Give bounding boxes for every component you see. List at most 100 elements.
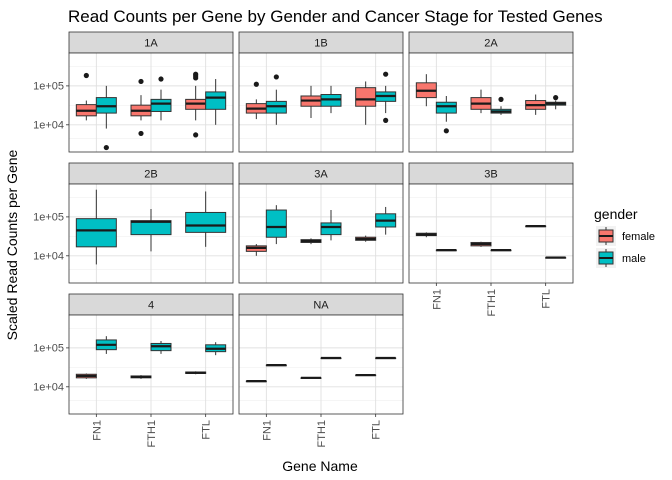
facet-panel-4: 4 1e+04 1e+05 FN1 FTH1 FTL bbox=[33, 293, 234, 448]
box-1b-ftl-male bbox=[375, 71, 397, 123]
box-1a-ftl-male bbox=[205, 79, 227, 125]
box-na-fn1-female bbox=[245, 380, 267, 383]
iqr-box bbox=[205, 91, 227, 110]
x-tick-label: FN1 bbox=[91, 420, 103, 441]
facet-panel-2b: 2B 1e+04 1e+05 bbox=[33, 162, 234, 284]
outlier-point bbox=[553, 95, 559, 101]
box-2b-fth1-male bbox=[130, 208, 172, 252]
y-axis-title: Scaled Read Counts per Gene bbox=[4, 149, 20, 340]
panel-border-2b bbox=[68, 183, 234, 284]
outlier-point bbox=[158, 76, 164, 82]
chart-title: Read Counts per Gene by Gender and Cance… bbox=[68, 7, 603, 26]
x-tick-label: FTL bbox=[201, 420, 213, 440]
y-tick-label: 1e+05 bbox=[33, 81, 64, 93]
box-1a-fn1-male bbox=[95, 85, 117, 151]
x-axis-title: Gene Name bbox=[282, 458, 358, 474]
legend-label-male: male bbox=[622, 253, 646, 265]
box-3a-fn1-female bbox=[245, 244, 267, 256]
box-3b-ftl-female bbox=[525, 224, 547, 228]
facet-label-2a: 2A bbox=[484, 38, 498, 50]
facet-label-3b: 3B bbox=[484, 169, 497, 181]
y-tick-label: 1e+05 bbox=[33, 343, 64, 355]
outlier-point bbox=[193, 132, 199, 138]
iqr-box bbox=[265, 209, 287, 238]
box-2a-fn1-male bbox=[435, 95, 457, 134]
panel-border-3a bbox=[238, 183, 404, 284]
box-4-fn1-male bbox=[95, 336, 117, 354]
y-tick-label: 1e+04 bbox=[33, 251, 64, 263]
facet-label-na: NA bbox=[313, 300, 329, 312]
box-na-fth1-male bbox=[320, 356, 342, 360]
x-tick-label: FTL bbox=[371, 420, 383, 440]
box-4-fth1-female bbox=[130, 375, 152, 379]
box-3b-fn1-male bbox=[435, 249, 457, 252]
box-1b-fth1-male bbox=[320, 85, 342, 114]
facet-panel-1b: 1B bbox=[238, 31, 404, 153]
iqr-box bbox=[355, 87, 377, 107]
iqr-box bbox=[75, 218, 117, 248]
facet-label-4: 4 bbox=[148, 300, 154, 312]
box-2a-fth1-male bbox=[490, 96, 512, 115]
box-3a-ftl-male bbox=[375, 206, 397, 235]
x-tick-label: FN1 bbox=[431, 289, 443, 310]
box-4-ftl-male bbox=[205, 342, 227, 356]
iqr-box bbox=[435, 101, 457, 114]
facet-label-2b: 2B bbox=[144, 169, 157, 181]
box-3b-fth1-female bbox=[470, 241, 492, 247]
box-2b-ftl-male bbox=[185, 191, 227, 247]
box-3a-fth1-female bbox=[300, 238, 322, 245]
y-tick-label: 1e+05 bbox=[33, 212, 64, 224]
facet-label-3a: 3A bbox=[314, 169, 328, 181]
facet-panel-1a: 1A 1e+04 1e+05 bbox=[33, 31, 234, 153]
facet-panel-2a: 2A bbox=[408, 31, 574, 153]
box-3b-fn1-female bbox=[415, 232, 437, 238]
box-3b-ftl-male bbox=[545, 256, 567, 259]
box-4-ftl-female bbox=[185, 371, 207, 375]
box-1a-ftl-female bbox=[185, 71, 207, 138]
outlier-point bbox=[138, 130, 144, 137]
legend-label-female: female bbox=[622, 231, 655, 243]
y-tick-label: 1e+04 bbox=[33, 382, 64, 394]
x-tick-label: FTL bbox=[541, 289, 553, 309]
facet-panel-na: NA FN1 FTH1 FTL bbox=[238, 293, 404, 448]
outlier-point bbox=[443, 128, 449, 134]
box-3a-fn1-male bbox=[265, 205, 287, 245]
facet-panel-3b: 3B FN1 FTH1 FTL bbox=[408, 162, 574, 317]
outlier-point bbox=[498, 96, 504, 102]
facet-label-1b: 1B bbox=[314, 38, 327, 50]
y-tick-label: 1e+04 bbox=[33, 120, 64, 132]
box-na-fth1-female bbox=[300, 376, 322, 379]
x-tick-label: FN1 bbox=[261, 420, 273, 441]
outlier-point bbox=[138, 78, 144, 85]
legend-item-male: male bbox=[596, 248, 646, 268]
box-4-fth1-male bbox=[150, 341, 172, 354]
outlier-point bbox=[193, 75, 199, 81]
iqr-box bbox=[150, 98, 172, 112]
box-1b-fn1-female bbox=[245, 81, 267, 120]
legend-item-female: female bbox=[596, 226, 655, 246]
box-na-ftl-female bbox=[355, 373, 377, 377]
panel-border-2a bbox=[408, 52, 574, 153]
box-1b-fth1-female bbox=[300, 85, 322, 118]
box-3a-fth1-male bbox=[320, 210, 342, 241]
box-na-ftl-male bbox=[375, 356, 397, 360]
box-1a-fth1-male bbox=[150, 76, 172, 121]
box-2b-fn1-male bbox=[75, 189, 117, 265]
x-tick-label: FTH1 bbox=[146, 420, 158, 448]
outlier-point bbox=[83, 72, 89, 79]
facet-panel-3a: 3A bbox=[238, 162, 404, 284]
legend-title: gender bbox=[594, 206, 638, 222]
box-2a-ftl-male bbox=[545, 95, 567, 110]
facet-label-1a: 1A bbox=[144, 38, 158, 50]
box-3b-fth1-male bbox=[490, 249, 512, 252]
box-2a-fth1-female bbox=[470, 89, 492, 114]
x-tick-label: FTH1 bbox=[316, 420, 328, 448]
legend: gender female male bbox=[594, 206, 655, 268]
iqr-box bbox=[320, 222, 342, 236]
box-1b-fn1-male bbox=[265, 74, 287, 125]
outlier-point bbox=[253, 81, 259, 87]
facet-panels: 1A 1e+04 1e+05 1B 2A 2B 1e+04 1e+05 3A 3B FN1 FTH1 F… bbox=[33, 31, 574, 448]
box-4-fn1-female bbox=[75, 373, 97, 379]
outlier-point bbox=[383, 117, 389, 123]
